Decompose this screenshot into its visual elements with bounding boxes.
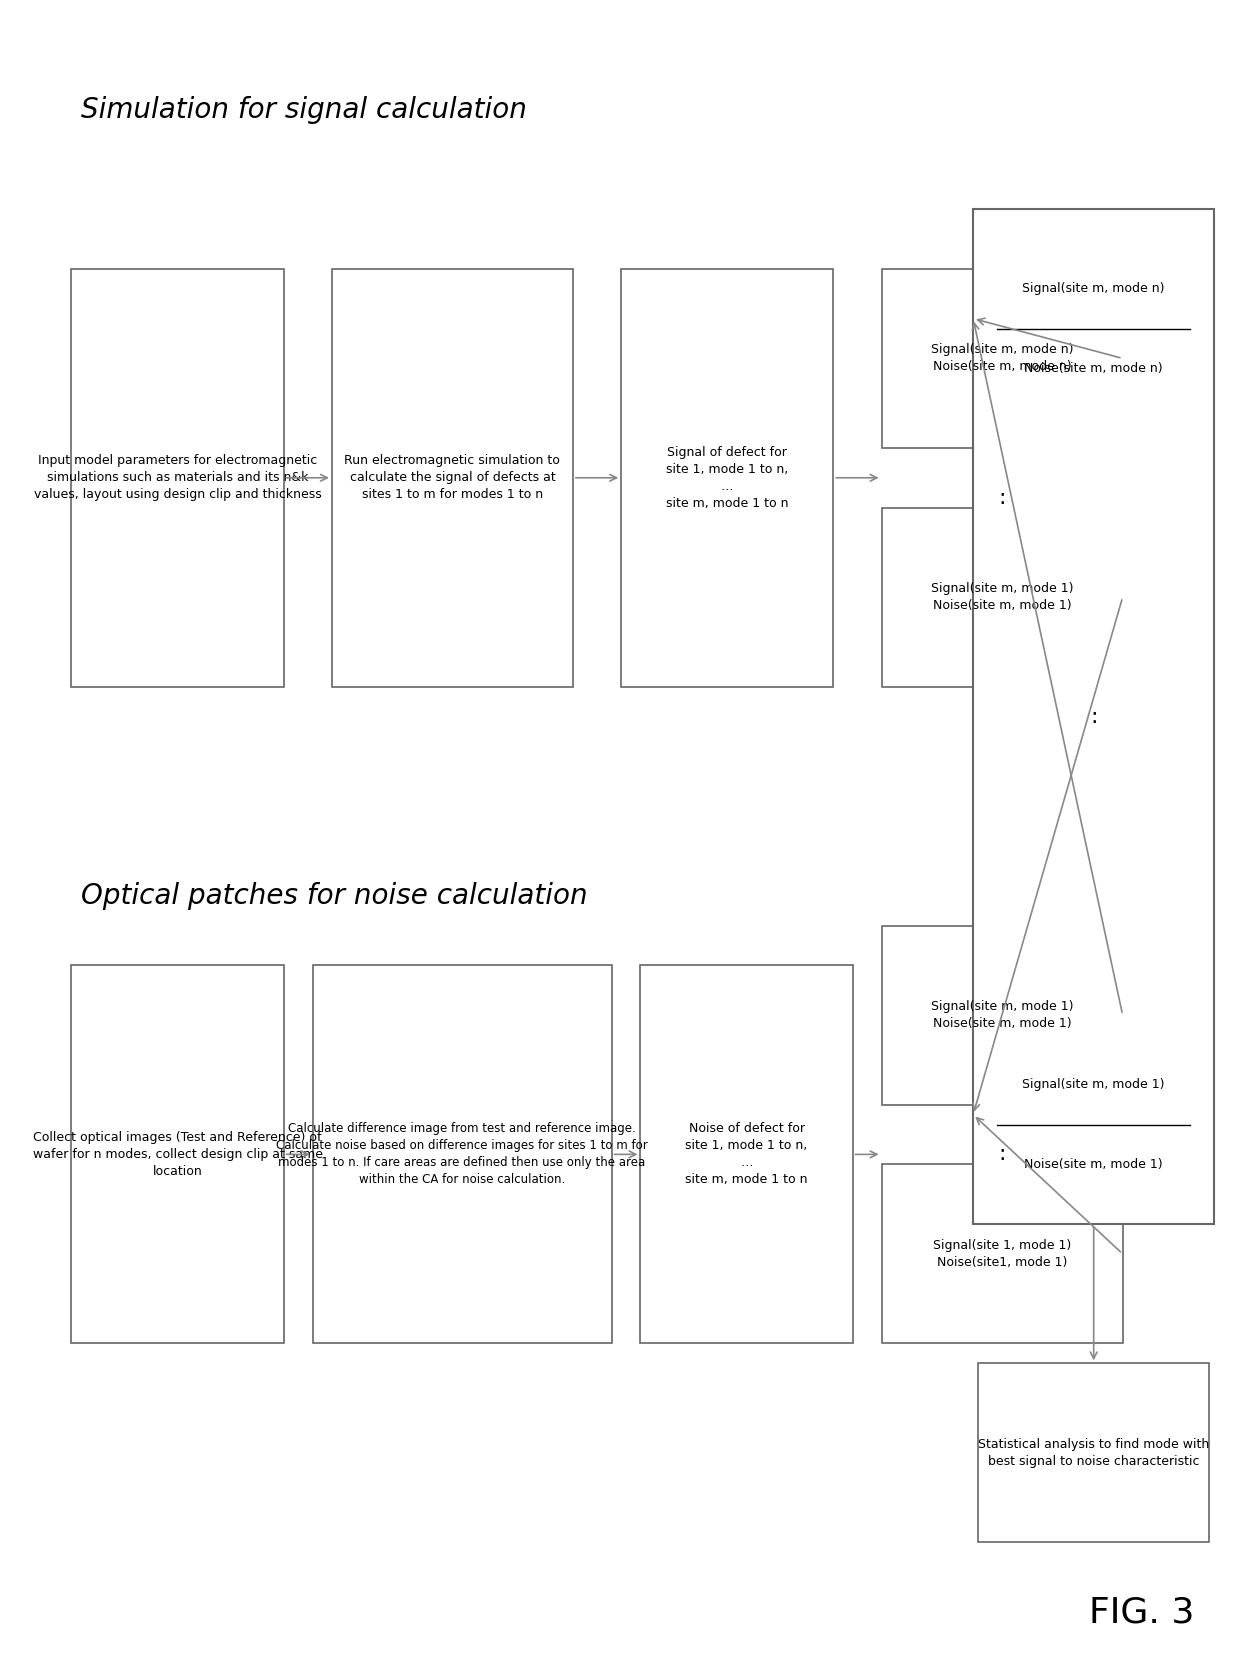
- Bar: [978, 1363, 1209, 1543]
- Text: Signal(site m, mode n)
Noise(site m, mode n): Signal(site m, mode n) Noise(site m, mod…: [931, 343, 1074, 373]
- Text: Signal(site m, mode 1)
Noise(site m, mode 1): Signal(site m, mode 1) Noise(site m, mod…: [931, 581, 1074, 611]
- Bar: [72, 268, 284, 686]
- Bar: [72, 965, 284, 1343]
- Text: Optical patches for noise calculation: Optical patches for noise calculation: [81, 881, 588, 910]
- Bar: [640, 965, 853, 1343]
- Bar: [882, 268, 1122, 448]
- Text: :: :: [1090, 706, 1097, 726]
- Text: Simulation for signal calculation: Simulation for signal calculation: [81, 95, 527, 123]
- Bar: [882, 926, 1122, 1105]
- Bar: [882, 508, 1122, 686]
- Text: Input model parameters for electromagnetic
simulations such as materials and its: Input model parameters for electromagnet…: [33, 455, 321, 501]
- Text: :: :: [998, 488, 1006, 508]
- Text: Noise of defect for
site 1, mode 1 to n,
…
site m, mode 1 to n: Noise of defect for site 1, mode 1 to n,…: [686, 1123, 807, 1186]
- Text: Signal(site m, mode 1): Signal(site m, mode 1): [1023, 1078, 1164, 1091]
- Text: Signal of defect for
site 1, mode 1 to n,
…
site m, mode 1 to n: Signal of defect for site 1, mode 1 to n…: [666, 446, 789, 510]
- Text: FIG. 3: FIG. 3: [1089, 1594, 1194, 1629]
- Bar: [973, 210, 1214, 1225]
- Bar: [621, 268, 833, 686]
- Text: :: :: [998, 1145, 1006, 1165]
- Bar: [882, 1165, 1122, 1343]
- Text: Calculate difference image from test and reference image.
Calculate noise based : Calculate difference image from test and…: [277, 1123, 649, 1186]
- Text: Signal(site 1, mode 1)
Noise(site1, mode 1): Signal(site 1, mode 1) Noise(site1, mode…: [932, 1240, 1071, 1269]
- Text: Run electromagnetic simulation to
calculate the signal of defects at
sites 1 to : Run electromagnetic simulation to calcul…: [345, 455, 560, 501]
- Text: Noise(site m, mode 1): Noise(site m, mode 1): [1024, 1158, 1163, 1171]
- Text: Signal(site m, mode 1)
Noise(site m, mode 1): Signal(site m, mode 1) Noise(site m, mod…: [931, 1000, 1074, 1030]
- Bar: [332, 268, 573, 686]
- Text: Noise(site m, mode n): Noise(site m, mode n): [1024, 362, 1163, 375]
- Bar: [312, 965, 611, 1343]
- Text: Statistical analysis to find mode with
best signal to noise characteristic: Statistical analysis to find mode with b…: [978, 1438, 1209, 1468]
- Text: Signal(site m, mode n): Signal(site m, mode n): [1023, 282, 1164, 295]
- Text: Collect optical images (Test and Reference) of
wafer for n modes, collect design: Collect optical images (Test and Referen…: [32, 1131, 322, 1178]
